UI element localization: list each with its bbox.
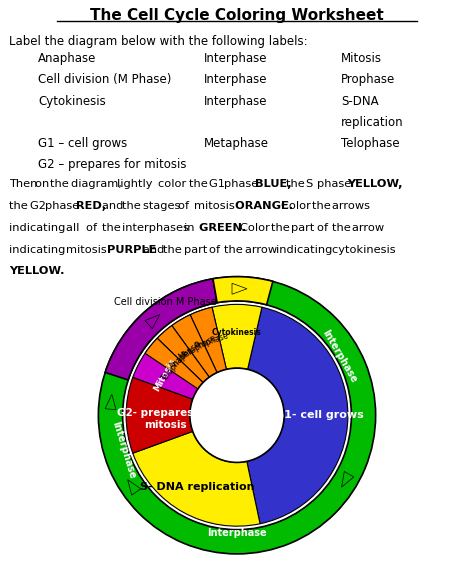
Text: Prophase: Prophase (193, 331, 229, 350)
Text: Color: Color (281, 201, 314, 211)
Text: the: the (9, 201, 32, 211)
Wedge shape (247, 307, 348, 524)
Text: lightly: lightly (117, 180, 156, 189)
Text: BLUE,: BLUE, (255, 180, 296, 189)
Text: the: the (163, 245, 185, 255)
Circle shape (190, 368, 284, 462)
Wedge shape (105, 279, 217, 380)
Text: Interphase: Interphase (320, 328, 359, 385)
Text: G1- cell grows: G1- cell grows (275, 410, 364, 420)
Text: Interphase: Interphase (207, 528, 267, 538)
Text: indicating: indicating (276, 245, 336, 255)
Text: interphases: interphases (122, 223, 192, 233)
Text: the: the (189, 180, 211, 189)
Text: G1: G1 (209, 180, 229, 189)
Text: arrows: arrows (332, 201, 374, 211)
Text: and: and (143, 245, 168, 255)
Polygon shape (145, 315, 160, 329)
Polygon shape (128, 480, 141, 495)
Text: Label the diagram below with the following labels:: Label the diagram below with the followi… (9, 35, 308, 49)
Text: Anaphase: Anaphase (38, 53, 96, 66)
Text: Mitosis: Mitosis (152, 357, 178, 393)
Text: Telophase: Telophase (160, 348, 191, 383)
Text: of: of (209, 245, 224, 255)
Text: The Cell Cycle Coloring Worksheet: The Cell Cycle Coloring Worksheet (90, 8, 384, 24)
Text: in: in (183, 223, 198, 233)
Text: of: of (178, 201, 193, 211)
Text: on: on (35, 180, 53, 189)
Text: all: all (66, 223, 83, 233)
Text: phase: phase (317, 180, 355, 189)
Wedge shape (213, 277, 273, 305)
Text: the: the (311, 201, 334, 211)
Text: GREEN.: GREEN. (199, 223, 250, 233)
Text: Mitosis: Mitosis (341, 53, 382, 66)
Text: S-DNA: S-DNA (341, 95, 379, 108)
Text: Interphase: Interphase (204, 53, 267, 66)
Text: Interphase: Interphase (204, 95, 267, 108)
Text: G1 – cell grows: G1 – cell grows (38, 137, 127, 150)
Text: part: part (183, 245, 210, 255)
Text: YELLOW,: YELLOW, (347, 180, 407, 189)
Text: Metaphase: Metaphase (176, 333, 218, 362)
Text: stages: stages (143, 201, 183, 211)
Polygon shape (342, 471, 354, 487)
Text: mitosis: mitosis (66, 245, 110, 255)
Polygon shape (105, 394, 116, 410)
Text: Cytokinesis: Cytokinesis (38, 95, 106, 108)
Text: the: the (271, 223, 293, 233)
Text: arrow: arrow (245, 245, 281, 255)
Wedge shape (145, 338, 203, 389)
Text: Interphase: Interphase (204, 73, 267, 86)
Text: the: the (122, 201, 145, 211)
Text: and: and (101, 201, 127, 211)
Text: indicating: indicating (9, 245, 70, 255)
Text: Cytokinesis: Cytokinesis (212, 328, 262, 337)
Text: S: S (306, 180, 317, 189)
Wedge shape (133, 307, 227, 399)
Text: cytokinesis: cytokinesis (332, 245, 399, 255)
Text: the: the (50, 180, 73, 189)
Text: indicating: indicating (9, 223, 70, 233)
Wedge shape (172, 315, 217, 377)
Text: PURPLE: PURPLE (107, 245, 160, 255)
Text: color: color (158, 180, 190, 189)
Text: RED,: RED, (76, 201, 110, 211)
Text: the: the (332, 223, 355, 233)
Text: diagram,: diagram, (71, 180, 126, 189)
Text: part: part (291, 223, 318, 233)
Wedge shape (157, 325, 210, 383)
Text: ORANGE.: ORANGE. (235, 201, 297, 211)
Text: of: of (317, 223, 331, 233)
Text: Anaphase: Anaphase (168, 340, 202, 372)
Wedge shape (190, 307, 227, 372)
Text: Cell division (M Phase): Cell division (M Phase) (38, 73, 171, 86)
Text: G2- prepares for
mitosis: G2- prepares for mitosis (117, 408, 213, 430)
Text: S- DNA replication: S- DNA replication (140, 483, 254, 493)
Text: Telophase: Telophase (341, 137, 400, 150)
Text: phase: phase (225, 180, 263, 189)
Text: arrow: arrow (353, 223, 388, 233)
Text: Then: Then (9, 180, 42, 189)
Polygon shape (232, 283, 247, 294)
Text: phase: phase (46, 201, 83, 211)
Text: G2: G2 (30, 201, 49, 211)
Text: mitosis: mitosis (194, 201, 238, 211)
Text: Color: Color (240, 223, 273, 233)
Text: the: the (225, 245, 247, 255)
Wedge shape (133, 432, 260, 526)
Text: replication: replication (341, 116, 404, 129)
Text: the: the (286, 180, 308, 189)
Wedge shape (99, 277, 375, 554)
Wedge shape (212, 305, 262, 370)
Text: Prophase: Prophase (341, 73, 395, 86)
Wedge shape (126, 377, 193, 453)
Text: of: of (86, 223, 101, 233)
Text: the: the (101, 223, 124, 233)
Text: G2 – prepares for mitosis: G2 – prepares for mitosis (38, 158, 186, 171)
Text: Metaphase: Metaphase (204, 137, 269, 150)
Text: Interphase: Interphase (110, 420, 137, 480)
Text: YELLOW.: YELLOW. (9, 266, 69, 276)
Text: Cell division M·Phase: Cell division M·Phase (114, 297, 216, 307)
